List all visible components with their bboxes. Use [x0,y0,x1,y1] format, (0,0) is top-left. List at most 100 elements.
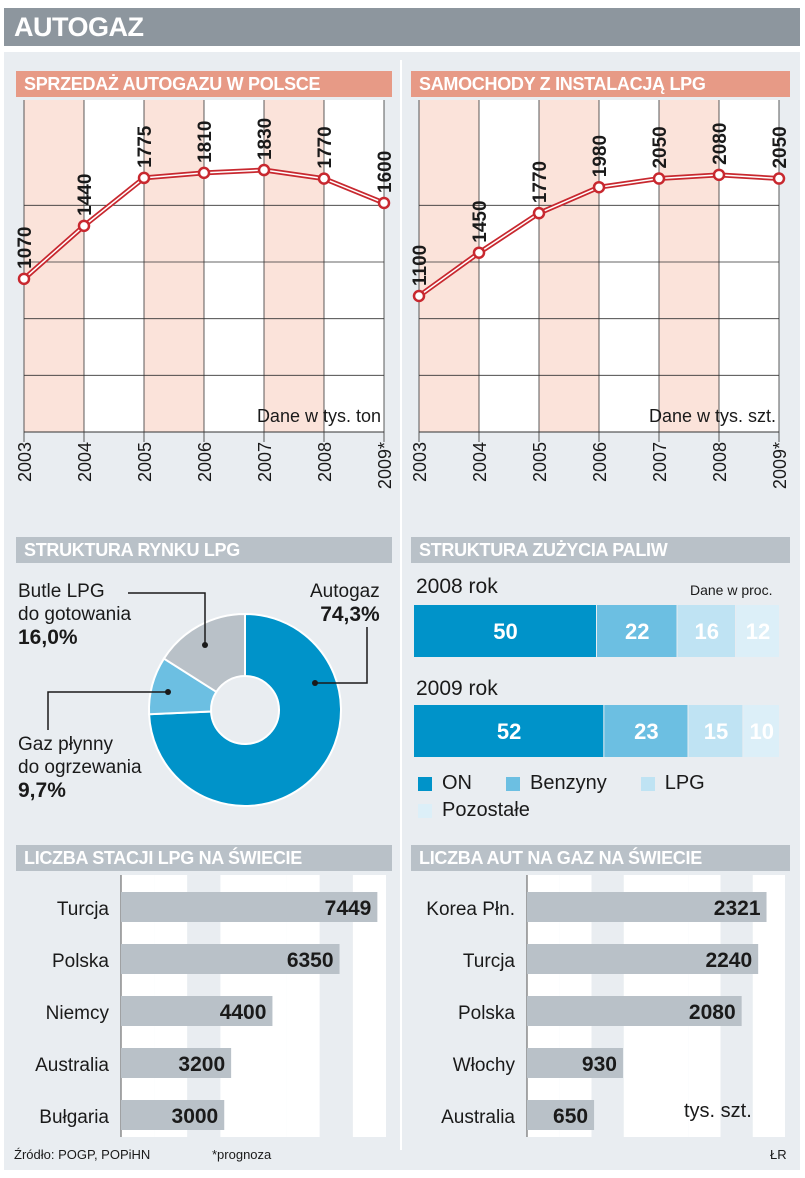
column-band [324,100,384,432]
bar-value: 4400 [220,1001,267,1024]
stacked-segment [604,705,688,757]
data-label: 1440 [75,174,96,216]
data-point [652,172,666,185]
market-donut-chart [47,592,368,807]
data-point [532,206,546,220]
data-point [377,196,391,210]
bar [527,892,767,922]
cars-unit: Dane w tys. szt. [649,406,776,426]
footer-author: ŁR [770,1147,787,1162]
cars-line-chart: 1100 1450 1770 1980 2050 2080 2050 2003 2004 2005… [410,100,791,489]
gaz-label: Gaz płynny do ogrzewania 9,7% [18,734,142,802]
column-band [264,100,324,432]
legend-pozostale: Pozostałe [418,799,530,822]
tick-label: 2008 [710,442,730,482]
autogaz-value: 74,3% [320,603,380,626]
category-label: Australia [35,1055,109,1076]
tick-label: 2006 [195,442,215,482]
fuel-row1-label: 2008 rok [416,575,498,598]
tick-label: 2005 [530,442,550,482]
tick-label: 2009* [375,442,394,489]
data-label: 2050 [770,126,791,168]
gaz-value: 9,7% [18,779,66,802]
category-label: Niemcy [46,1003,110,1024]
data-point [772,172,786,185]
market-chart-title: STRUKTURA RYNKU LPG [16,537,392,563]
stations-chart-title: LICZBA STACJI LPG NA ŚWIECIE [16,845,392,871]
stacked-segment [414,705,604,757]
segment-label: 15 [704,719,728,744]
data-label: 1070 [15,227,36,269]
fuel-stacked-bar-chart: 50 22 16 12 52 23 15 10 [414,605,779,757]
segment-label: 16 [695,619,719,644]
footer-source: Źródło: POGP, POPiHN [14,1147,151,1162]
bar-value: 6350 [287,949,334,972]
fuel-legend: ON Benzyny LPG Pozostałe [418,772,788,822]
legend-on: ON [418,772,472,795]
fuel-chart-title: STRUKTURA ZUŻYCIA PALIW [411,537,790,563]
stacked-segment [736,605,779,657]
bar [527,1100,595,1130]
leader-dot [165,689,171,695]
data-point [197,166,211,180]
autos-unit: tys. szt. [684,1100,752,1122]
tick-label: 2005 [135,442,155,482]
bar-value: 930 [582,1053,617,1076]
bar [527,1048,623,1078]
segment-label: 10 [749,719,773,744]
bar [121,1100,225,1130]
tick-label: 2003 [410,442,430,482]
sales-unit: Dane w tys. ton [257,406,381,426]
column-divider [400,60,402,1150]
donut-slice [162,612,246,694]
stacked-segment [597,605,677,657]
data-label: 1980 [590,135,611,177]
bar [527,944,759,974]
bar-value: 3200 [178,1053,225,1076]
page-title: AUTOGAZ [4,8,800,46]
column-band [719,100,779,432]
tick-label: 2004 [470,442,490,482]
donut-slice [148,612,342,807]
stacked-segment [677,605,736,657]
bar-value: 650 [553,1105,588,1128]
stacked-segment [688,705,743,757]
category-label: Korea Płn. [426,899,515,920]
leader-dot [202,642,208,648]
tick-label: 2009* [770,442,790,489]
autogaz-leader [315,627,368,684]
bar [121,996,273,1026]
data-point [257,163,271,177]
tick-label: 2007 [650,442,670,482]
legend-benzyny: Benzyny [506,772,607,795]
butle-leader [128,592,206,645]
bar [121,1048,232,1078]
footer-forecast: *prognoza [212,1147,272,1162]
tick-label: 2004 [75,442,95,482]
butle-value: 16,0% [18,626,78,649]
stacked-segment [414,605,596,657]
column-band [204,100,264,432]
data-label: 2080 [710,123,731,165]
bar-value: 2080 [689,1001,736,1024]
data-label: 1830 [255,118,276,160]
bar-value: 2321 [714,897,761,920]
column-band [539,100,599,432]
category-label: Bułgaria [39,1107,109,1128]
data-label: 1600 [375,151,394,193]
sales-chart-title: SPRZEDAŻ AUTOGAZU W POLSCE [16,71,392,97]
fuel-unit: Dane w proc. [690,582,773,598]
data-label: 1770 [315,126,336,168]
column-band [599,100,659,432]
category-label: Włochy [453,1055,516,1076]
fuel-row2-label: 2009 rok [416,677,498,700]
data-point [472,246,486,259]
tick-label: 2008 [315,442,335,482]
tick-label: 2003 [15,442,35,482]
column-band [144,100,204,432]
segment-label: 23 [634,719,658,744]
autos-chart-title: LICZBA AUT NA GAZ NA ŚWIECIE [411,845,790,871]
column-band [479,100,539,432]
tick-label: 2007 [255,442,275,482]
data-point [712,168,726,182]
